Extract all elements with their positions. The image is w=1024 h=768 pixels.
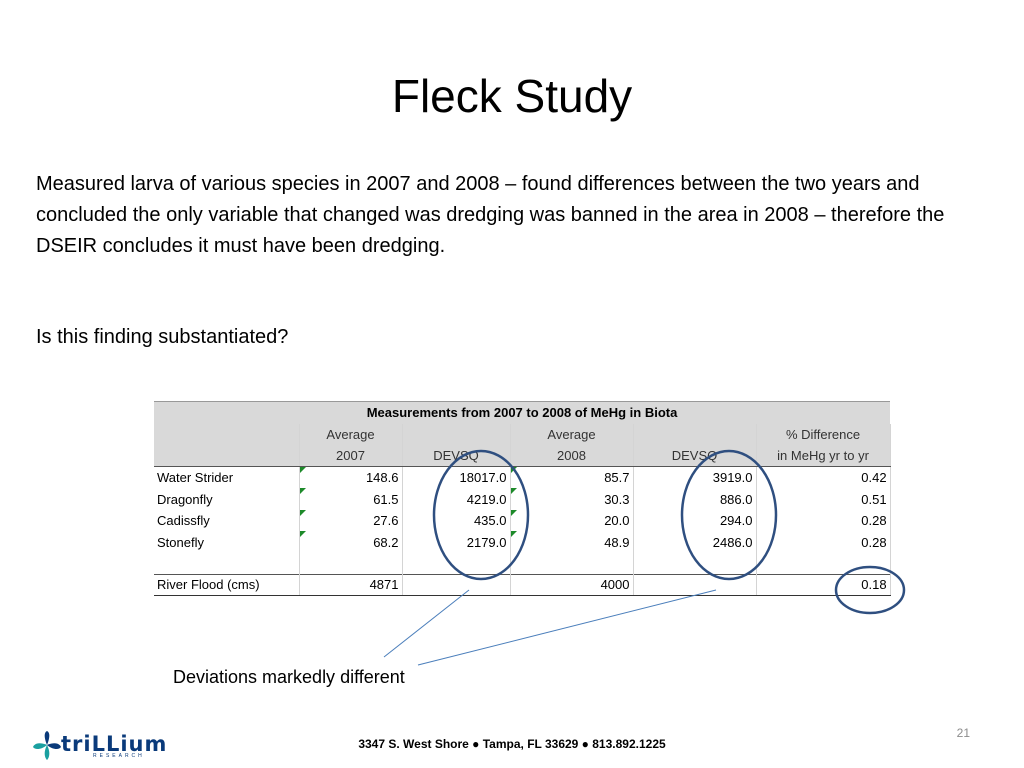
table-header-cell: DEVSQ <box>402 445 511 468</box>
table-header-cell: in MeHg yr to yr <box>756 445 891 468</box>
table-caption: Measurements from 2007 to 2008 of MeHg i… <box>154 401 891 424</box>
table-header-cell <box>154 445 300 468</box>
table-row: Water Strider 148.6 18017.0 85.7 3919.0 … <box>154 466 891 489</box>
error-marker <box>299 467 306 474</box>
flood-devsq-2007-cell <box>402 573 511 597</box>
table-header-cell <box>633 423 757 446</box>
flood-devsq-2008-cell <box>633 573 757 597</box>
devsq-2007-cell: 435.0 <box>402 509 511 532</box>
devsq-2008-cell: 3919.0 <box>633 466 757 489</box>
footer-address: 3347 S. West Shore ● Tampa, FL 33629 ● 8… <box>358 737 666 751</box>
error-marker <box>299 488 306 495</box>
logo-subtext: RESEARCH <box>93 753 145 759</box>
avg-2008-cell: 30.3 <box>510 488 634 510</box>
avg-2007-cell: 148.6 <box>299 466 403 489</box>
company-logo: triLLium RESEARCH <box>33 729 166 763</box>
avg-2008-cell: 85.7 <box>510 466 634 489</box>
logo-wordmark: triLLium <box>61 732 168 756</box>
pct-diff-cell: 0.42 <box>756 466 891 489</box>
callout-line-left <box>383 589 470 658</box>
error-marker <box>299 531 306 538</box>
avg-2008-cell: 48.9 <box>510 531 634 554</box>
error-marker <box>510 467 517 474</box>
table-header-row: Average Average % Difference <box>154 423 891 446</box>
error-marker <box>510 488 517 495</box>
flood-2007-cell: 4871 <box>299 573 403 597</box>
devsq-2008-cell: 886.0 <box>633 488 757 510</box>
avg-2008-cell: 20.0 <box>510 509 634 532</box>
table-header-cell: Average <box>299 423 403 446</box>
table-header-cell <box>402 423 511 446</box>
species-label: Cadissfly <box>154 509 300 532</box>
page-number: 21 <box>956 726 970 740</box>
table-header-cell: 2008 <box>510 445 634 468</box>
species-label: Dragonfly <box>154 488 300 510</box>
trillium-flower-icon <box>33 731 61 760</box>
pct-diff-cell: 0.51 <box>756 488 891 510</box>
slide-question: Is this finding substantiated? <box>36 326 289 348</box>
avg-2007-cell: 61.5 <box>299 488 403 510</box>
measurements-table: Measurements from 2007 to 2008 of MeHg i… <box>154 401 891 597</box>
error-marker <box>510 509 517 516</box>
table-blank-row <box>154 553 891 575</box>
slide-title: Fleck Study <box>391 70 633 122</box>
table-row-flood: River Flood (cms) 4871 4000 0.18 <box>154 573 891 597</box>
pct-diff-cell: 0.28 <box>756 509 891 532</box>
table-header-row: 2007 DEVSQ 2008 DEVSQ in MeHg yr to yr <box>154 445 891 468</box>
flood-2008-cell: 4000 <box>510 573 634 597</box>
table-header-cell: Average <box>510 423 634 446</box>
pct-diff-cell: 0.28 <box>756 531 891 554</box>
flood-label: River Flood (cms) <box>154 573 300 597</box>
devsq-2008-cell: 294.0 <box>633 509 757 532</box>
avg-2007-cell: 27.6 <box>299 509 403 532</box>
devsq-2007-cell: 4219.0 <box>402 488 511 510</box>
table-header-cell: DEVSQ <box>633 445 757 468</box>
avg-2007-cell: 68.2 <box>299 531 403 554</box>
table-row: Stonefly 68.2 2179.0 48.9 2486.0 0.28 <box>154 531 891 554</box>
slide-paragraph: Measured larva of various species in 200… <box>36 173 945 257</box>
callout-text: Deviations markedly different <box>173 667 405 687</box>
table-header-cell: % Difference <box>756 423 891 446</box>
devsq-2008-cell: 2486.0 <box>633 531 757 554</box>
error-marker <box>299 509 306 516</box>
species-label: Water Strider <box>154 466 300 489</box>
devsq-2007-cell: 2179.0 <box>402 531 511 554</box>
flood-pct-cell: 0.18 <box>756 573 891 597</box>
table-row: Cadissfly 27.6 435.0 20.0 294.0 0.28 <box>154 509 891 532</box>
devsq-2007-cell: 18017.0 <box>402 466 511 489</box>
callout-line-right <box>417 589 717 666</box>
table-header-cell <box>154 423 300 446</box>
table-header-cell: 2007 <box>299 445 403 468</box>
species-label: Stonefly <box>154 531 300 554</box>
table-caption-row: Measurements from 2007 to 2008 of MeHg i… <box>154 401 891 424</box>
error-marker <box>510 531 517 538</box>
table-row: Dragonfly 61.5 4219.0 30.3 886.0 0.51 <box>154 488 891 510</box>
